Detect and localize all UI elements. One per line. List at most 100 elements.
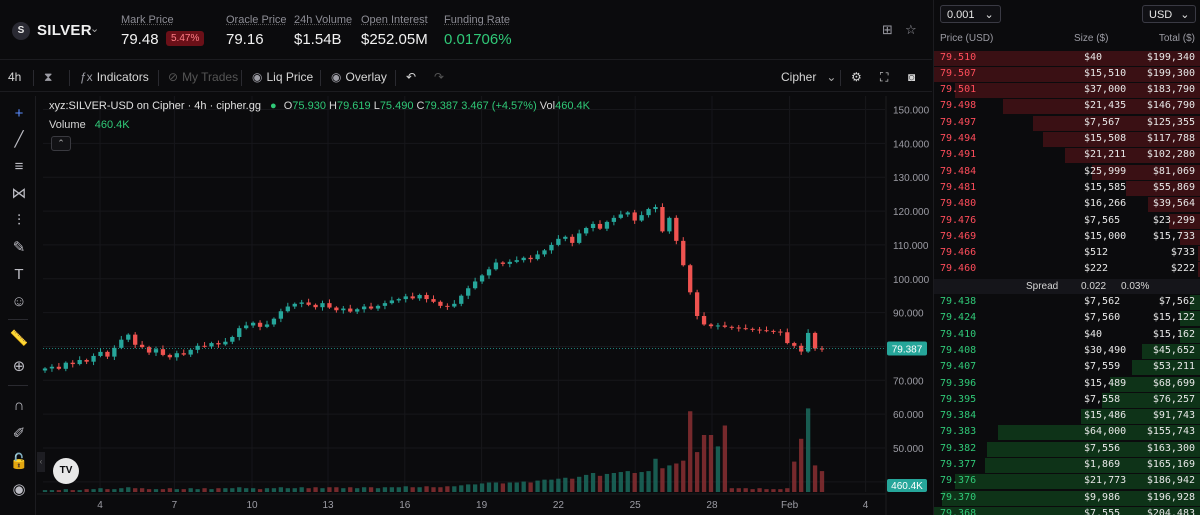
bid-row[interactable]: 79.408 $30,490 $45,652: [934, 343, 1200, 359]
my-trades-button[interactable]: ⊘ My Trades: [168, 70, 238, 84]
order-price: 79.476: [940, 214, 977, 226]
ask-row[interactable]: 79.507 $15,510 $199,300: [934, 66, 1200, 82]
magnet-icon[interactable]: ∩: [13, 397, 25, 414]
tick-size-select[interactable]: 0.001 ⌄: [940, 5, 1001, 23]
time-tick-label: 25: [630, 500, 642, 511]
ask-row[interactable]: 79.484 $25,999 $81,069: [934, 164, 1200, 180]
source-label: Cipher: [781, 70, 817, 84]
ask-row[interactable]: 79.491 $21,211 $102,280: [934, 148, 1200, 164]
order-price: 79.395: [940, 393, 977, 405]
pencil-lock-icon[interactable]: ✐: [12, 425, 26, 442]
emoji-icon[interactable]: ☺: [11, 293, 27, 310]
bid-row[interactable]: 79.396 $15,489 $68,699: [934, 376, 1200, 392]
depth-bar: [942, 490, 1200, 506]
overlay-button[interactable]: ◉ Overlay: [331, 70, 387, 84]
volume-bar: [528, 482, 533, 492]
settings-icon[interactable]: ⚙: [851, 70, 862, 84]
bid-row[interactable]: 79.395 $7,558 $76,257: [934, 392, 1200, 408]
ask-row[interactable]: 79.460 $222 $222: [934, 262, 1200, 278]
order-size: $30,490: [1084, 344, 1127, 356]
ask-row[interactable]: 79.498 $21,435 $146,790: [934, 99, 1200, 115]
lock-icon[interactable]: 🔓: [9, 453, 29, 470]
currency-select[interactable]: USD ⌄: [1142, 5, 1197, 23]
brush-icon[interactable]: ✎: [12, 239, 26, 256]
volume-bar: [549, 479, 554, 492]
bid-row[interactable]: 79.424 $7,560 $15,122: [934, 311, 1200, 327]
fib-icon[interactable]: ≡: [14, 158, 24, 175]
ask-row[interactable]: 79.466 $512 $733: [934, 246, 1200, 262]
undo-icon[interactable]: ↶: [406, 70, 417, 84]
text-icon[interactable]: T: [14, 266, 24, 283]
camera-icon[interactable]: ◙: [908, 70, 916, 84]
volume-bar: [500, 483, 506, 492]
eye-icon[interactable]: ◉: [12, 481, 26, 498]
candle-body: [63, 362, 68, 369]
liq-price-button[interactable]: ◉ Liq Price: [252, 70, 313, 84]
order-price: 79.466: [940, 247, 977, 259]
order-price: 79.469: [940, 230, 977, 242]
tick-size-value: 0.001: [947, 9, 975, 21]
price-chart[interactable]: 150.000 140.000 130.000 120.000 110.000 100.0…: [37, 96, 932, 515]
order-total: $15,733: [1152, 230, 1195, 242]
ask-row[interactable]: 79.497 $7,567 $125,355: [934, 115, 1200, 131]
chevron-down-icon: ⌄: [1180, 9, 1190, 21]
volume-bar: [556, 478, 561, 492]
trendline-icon[interactable]: ╱: [14, 131, 24, 148]
ask-row[interactable]: 79.501 $37,000 $183,790: [934, 83, 1200, 99]
bid-row[interactable]: 79.410 $40 $15,162: [934, 327, 1200, 343]
volume-bar: [653, 458, 658, 492]
pattern-icon[interactable]: ⋈: [11, 185, 27, 202]
bid-row[interactable]: 79.377 $1,869 $165,169: [934, 458, 1200, 473]
candle-body: [694, 292, 700, 316]
bid-row[interactable]: 79.382 $7,556 $163,300: [934, 441, 1200, 457]
order-total: $199,300: [1146, 67, 1195, 79]
ask-row[interactable]: 79.476 $7,565 $23,299: [934, 213, 1200, 229]
bid-row[interactable]: 79.370 $9,986 $196,928: [934, 490, 1200, 506]
volume-bar: [577, 476, 582, 492]
ask-row[interactable]: 79.481 $15,585 $55,869: [934, 180, 1200, 196]
spread-value: 0.022: [1081, 280, 1107, 292]
fullscreen-icon[interactable]: ⛶: [880, 70, 889, 84]
divider: [33, 70, 34, 86]
bid-row[interactable]: 79.384 $15,486 $91,743: [934, 409, 1200, 425]
ruler-icon[interactable]: 📏: [9, 330, 29, 347]
interval-selector[interactable]: 4h: [8, 70, 22, 84]
chevron-down-icon[interactable]: ⌄: [90, 23, 100, 35]
zoom-icon[interactable]: ⊕: [12, 358, 26, 375]
star-icon[interactable]: ☆: [905, 22, 917, 37]
candle-type-icon[interactable]: ⧗: [44, 70, 53, 84]
order-size: $7,555: [1084, 507, 1121, 515]
ask-row[interactable]: 79.469 $15,000 $15,733: [934, 229, 1200, 245]
collapse-legend-button[interactable]: ⌃: [51, 136, 71, 151]
symbol-selector[interactable]: SILVER: [37, 22, 92, 39]
bid-row[interactable]: 79.438 $7,562 $7,562: [934, 295, 1200, 310]
bid-row[interactable]: 79.376 $21,773 $186,942: [934, 474, 1200, 490]
source-selector[interactable]: Cipher ⌄: [781, 70, 836, 84]
depth-bar: [1091, 164, 1200, 180]
indicators-button[interactable]: ƒx Indicators: [80, 70, 149, 84]
layout-icon[interactable]: ⊞: [882, 22, 893, 37]
ask-row[interactable]: 79.510 $40 $199,340: [934, 50, 1200, 66]
projection-icon[interactable]: ⫶: [17, 212, 21, 229]
volume-bar: [174, 489, 179, 492]
volume-bar: [764, 489, 769, 492]
order-price: 79.438: [940, 296, 977, 307]
drawing-toolbar: + ╱ ≡ ⋈ ⫶ ✎ T ☺ 📏 ⊕ ∩ ✐ 🔓 ◉: [0, 96, 36, 515]
bid-row[interactable]: 79.383 $64,000 $155,743: [934, 425, 1200, 441]
candle-body: [674, 217, 679, 241]
crosshair-icon[interactable]: +: [14, 105, 24, 122]
ask-row[interactable]: 79.480 $16,266 $39,564: [934, 197, 1200, 213]
live-dot-icon: ●: [270, 100, 277, 112]
order-total: $23,299: [1152, 214, 1195, 226]
last-volume-label: 460.4K: [891, 481, 923, 492]
collapse-toolbar-button[interactable]: ‹: [37, 452, 45, 472]
candle-body: [278, 311, 284, 319]
candlestick-chart[interactable]: 150.000 140.000 130.000 120.000 110.000 100.0…: [37, 96, 932, 515]
ask-row[interactable]: 79.494 $15,508 $117,788: [934, 132, 1200, 147]
redo-icon[interactable]: ↷: [434, 70, 445, 84]
candle-body: [42, 368, 48, 371]
bid-row[interactable]: 79.368 $7,555 $204,483: [934, 506, 1200, 515]
change-badge: 5.47%: [166, 31, 205, 46]
bid-row[interactable]: 79.407 $7,559 $53,211: [934, 360, 1200, 376]
candle-body: [750, 328, 755, 330]
